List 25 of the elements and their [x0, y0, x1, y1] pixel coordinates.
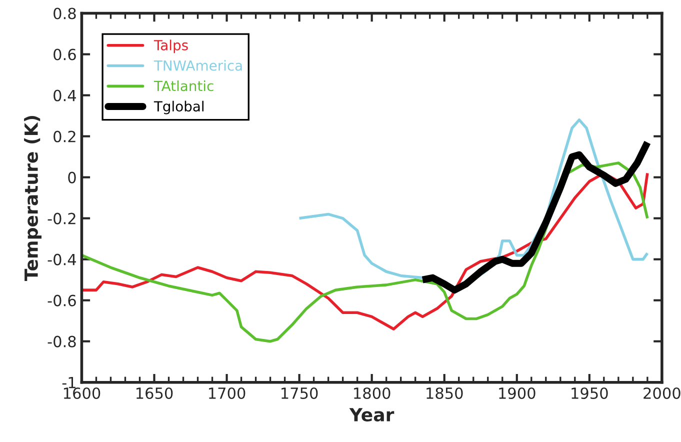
y-tick-label: -0.6 [48, 294, 76, 306]
x-tick-label: 1600 [64, 387, 100, 400]
y-tick-label: -0.4 [48, 254, 76, 266]
legend-label: Tglobal [154, 100, 204, 114]
x-tick-label: 1750 [282, 387, 318, 400]
x-tick-label: 1900 [499, 387, 536, 400]
x-tick-label: 1650 [136, 387, 173, 400]
legend-label: TNWAmerica [154, 60, 242, 71]
y-tick-label: 0.2 [54, 130, 76, 142]
legend-label: TAtlantic [154, 80, 214, 92]
y-tick-label: 0 [68, 172, 76, 184]
y-tick-label: 0.6 [54, 48, 76, 60]
y-tick-label: -0.8 [48, 336, 76, 348]
x-tick-label: 1700 [209, 387, 246, 400]
y-tick-label: -1 [62, 376, 76, 388]
y-tick-label: -0.2 [48, 212, 76, 224]
y-tick-label: 0.8 [54, 8, 76, 20]
y-axis-title: Temperature (K) [24, 116, 42, 282]
y-tick-label: 0.4 [54, 90, 76, 102]
x-tick-label: 1850 [426, 387, 463, 400]
legend-label: Talps [154, 40, 188, 54]
x-tick-label: 1950 [572, 387, 608, 400]
x-tick-label: 2000 [644, 387, 680, 400]
x-tick-label: 1800 [354, 387, 390, 400]
x-axis-title: Year [349, 408, 394, 422]
